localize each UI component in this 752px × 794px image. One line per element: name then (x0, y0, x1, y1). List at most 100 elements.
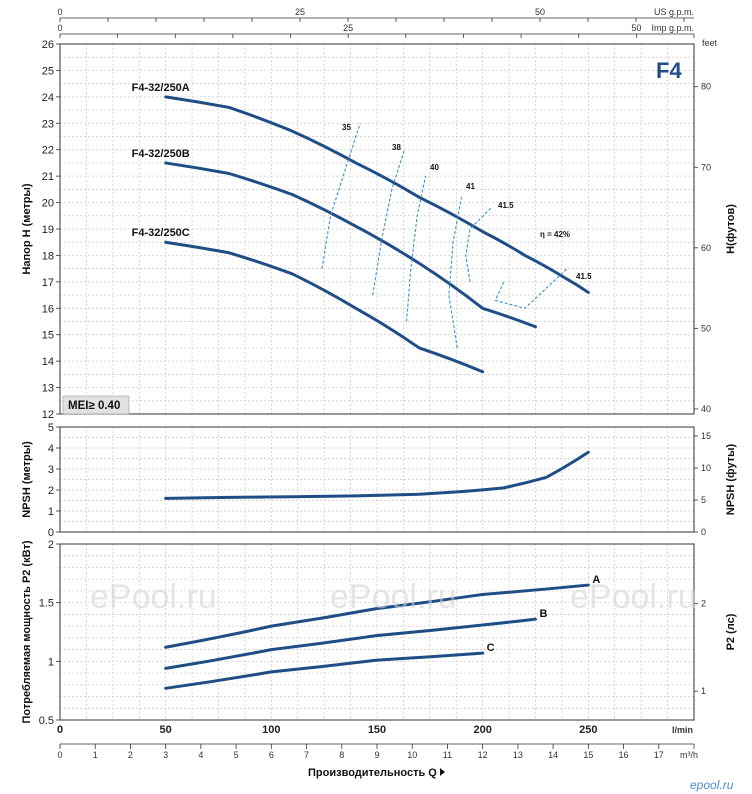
m3h-unit: m³/h (680, 750, 698, 760)
top-axis-tick-label: 50 (535, 7, 545, 17)
y-tick-label: 1.5 (39, 598, 54, 610)
right-tick-label: 60 (701, 243, 711, 253)
m3h-tick-label: 15 (583, 750, 593, 760)
lmin-tick-label: 200 (473, 724, 491, 736)
y-axis-title: Потребляемая мощность P2 (кВт) (21, 540, 33, 723)
y-axis-title: Напор H (метры) (21, 183, 33, 274)
right-tick-label: 40 (701, 404, 711, 414)
y-tick-label: 24 (42, 92, 54, 104)
m3h-tick-label: 10 (407, 750, 417, 760)
y-axis-title: NPSH (метры) (21, 441, 33, 518)
y-tick-label: 22 (42, 145, 54, 157)
efficiency-isoline (406, 176, 427, 322)
lmin-tick-label: 250 (579, 724, 597, 736)
y-tick-label: 21 (42, 171, 54, 183)
lmin-tick-label: 150 (368, 724, 386, 736)
marks-layer: F4-32/250A F4-32/250B F4-32/250C 35 38 40 41 41… (132, 82, 600, 690)
series-label: B (540, 608, 548, 620)
right-tick-label: 10 (701, 463, 711, 473)
m3h-tick-label: 2 (128, 750, 133, 760)
series-curve-F4-32/250B (164, 161, 537, 329)
efficiency-label: 38 (392, 143, 401, 152)
y-tick-label: 25 (42, 65, 54, 77)
chart-badge: F4 (656, 58, 682, 83)
m3h-tick-label: 16 (619, 750, 629, 760)
m3h-tick-label: 0 (57, 750, 62, 760)
efficiency-isoline (494, 268, 568, 309)
m3h-tick-label: 8 (339, 750, 344, 760)
efficiency-label: 41.5 (576, 272, 592, 281)
efficiency-label: 41 (466, 182, 475, 191)
y-tick-label: 4 (48, 443, 54, 455)
brand-logo: epool.ru (690, 778, 734, 792)
series-label: F4-32/250B (132, 148, 190, 160)
m3h-tick-label: 17 (654, 750, 664, 760)
series-curve-NPSH (164, 450, 590, 500)
efficiency-isoline (372, 149, 405, 296)
m3h-tick-label: 5 (234, 750, 239, 760)
mei-label: MEI≥ 0.40 (68, 400, 120, 412)
m3h-tick-label: 9 (374, 750, 379, 760)
y-tick-label: 23 (42, 118, 54, 130)
efficiency-isoline (448, 197, 463, 349)
series-label: F4-32/250C (132, 227, 190, 239)
y-tick-label: 14 (42, 356, 54, 368)
m3h-tick-label: 11 (443, 750, 452, 760)
m3h-tick-label: 3 (163, 750, 168, 760)
panel-frame (59, 426, 695, 533)
efficiency-label: 41.5 (498, 201, 514, 210)
top-axis-tick-label: 25 (295, 7, 305, 17)
play-icon (440, 768, 445, 776)
series-label: A (592, 574, 600, 586)
top-axis-tick-label: 50 (631, 23, 641, 33)
top-axis-unit: Imp g.p.m. (651, 23, 694, 33)
axes-layer: 1213141516171819202122232425264050607080… (21, 7, 737, 760)
m3h-tick-label: 14 (548, 750, 558, 760)
y-axis-title-right: H(футов) (725, 204, 737, 254)
y-tick-label: 0 (48, 527, 54, 539)
lmin-tick-label: 50 (160, 724, 172, 736)
y-tick-label: 0.5 (39, 715, 54, 727)
right-tick-label: 50 (701, 323, 711, 333)
efficiency-label: 40 (430, 163, 439, 172)
y-tick-label: 5 (48, 422, 54, 434)
watermark-2: ePool.ru (330, 578, 457, 616)
watermark-3: ePool.ru (570, 578, 697, 616)
m3h-tick-label: 1 (93, 750, 98, 760)
mei-box (62, 395, 130, 415)
q-axis-title: Производительность Q (308, 767, 445, 779)
y-tick-label: 19 (42, 224, 54, 236)
right-tick-label: 80 (701, 82, 711, 92)
watermark-1: ePool.ru (90, 578, 217, 616)
right-unit-label: feet (702, 38, 718, 48)
right-tick-label: 70 (701, 162, 711, 172)
efficiency-label: η = 42% (540, 230, 570, 239)
series-curve-F4-32/250A (164, 95, 590, 294)
y-axis-title-right: P2 (лс) (725, 613, 737, 650)
series-curve-A (164, 583, 590, 649)
top-axis-tick-label: 0 (57, 23, 62, 33)
m3h-tick-label: 12 (478, 750, 488, 760)
m3h-tick-label: 6 (269, 750, 274, 760)
y-tick-label: 1 (48, 506, 54, 518)
y-tick-label: 12 (42, 409, 54, 421)
y-tick-label: 3 (48, 464, 54, 476)
lmin-unit: l/min (672, 725, 693, 735)
y-tick-label: 16 (42, 303, 54, 315)
m3h-tick-label: 4 (198, 750, 203, 760)
top-axis-tick-label: 25 (343, 23, 353, 33)
top-axis-unit: US g.p.m. (654, 7, 694, 17)
series-curve-C (164, 651, 485, 690)
panel-frame (59, 543, 695, 721)
series-label: C (487, 642, 495, 654)
y-tick-label: 15 (42, 330, 54, 342)
m3h-tick-label: 13 (513, 750, 523, 760)
y-tick-label: 17 (42, 277, 54, 289)
y-tick-label: 26 (42, 39, 54, 51)
y-tick-label: 2 (48, 539, 54, 551)
efficiency-label: 35 (342, 123, 351, 132)
y-axis-title-right: NPSH (футы) (725, 443, 737, 515)
series-label: F4-32/250A (132, 82, 190, 94)
q-axis-title-text: Производительность Q (308, 767, 437, 779)
